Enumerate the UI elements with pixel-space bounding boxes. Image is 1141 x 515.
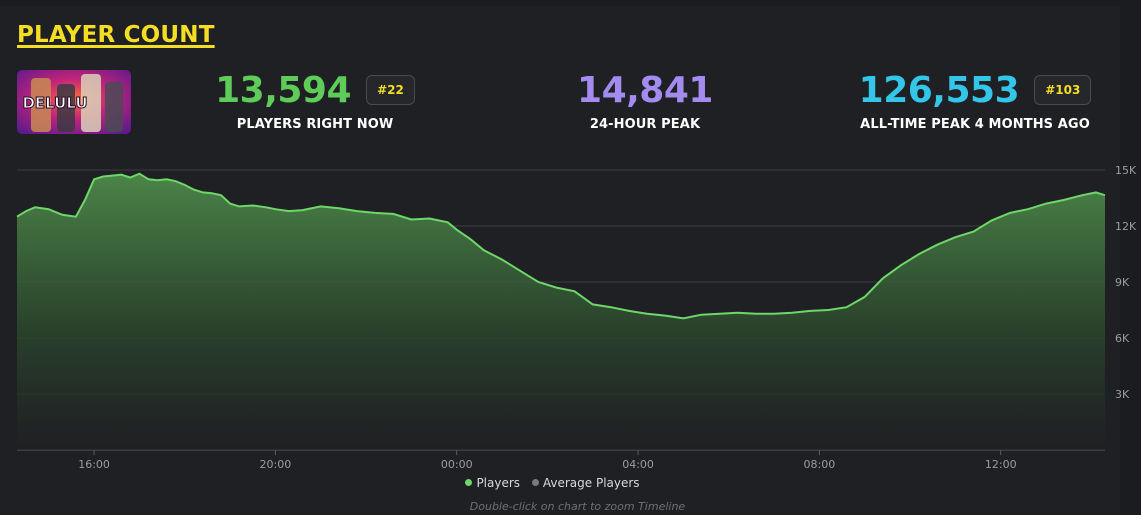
legend-item-average[interactable]: Average Players [531,476,640,490]
page-title: PLAYER COUNT [17,22,215,48]
x-tick-label: 04:00 [622,458,654,471]
y-tick-label: 3K [1115,388,1130,401]
current-rank-badge[interactable]: #22 [366,75,415,105]
legend-dot-average [531,479,539,486]
stat-alltime-peak: 126,553 #103 ALL-TIME PEAK 4 MONTHS AGO [845,72,1105,132]
current-players-label: PLAYERS RIGHT NOW [236,117,394,132]
legend-label-average: Average Players [542,476,640,490]
player-count-chart[interactable]: 3K 6K 9K 12K 15K 16:00 20:00 00:00 04:00 08:00 12… [0,160,1141,490]
players-area [17,173,1105,450]
game-thumbnail[interactable]: DELULU [17,70,131,134]
stat-24h-peak: 14,841 24-HOUR PEAK [520,70,770,133]
thumbnail-logo-text: DELULU [22,94,87,112]
alltime-label: ALL-TIME PEAK 4 MONTHS AGO [860,117,1090,132]
y-tick-label: 15K [1115,164,1137,177]
alltime-rank-badge[interactable]: #103 [1034,75,1092,105]
x-tick-label: 20:00 [260,458,292,471]
y-tick-label: 12K [1115,220,1137,233]
x-tick-label: 08:00 [804,458,836,471]
x-tick-label: 12:00 [985,458,1017,471]
alltime-value: 126,553 [858,70,1020,111]
y-tick-label: 6K [1115,332,1130,345]
players-line [16,172,1106,320]
peak24-label: 24-HOUR PEAK [589,117,701,132]
zoom-hint: Double-click on chart to zoom Timeline [469,500,686,513]
x-tick-label: 16:00 [78,458,110,471]
current-players-value: 13,594 [215,70,352,111]
y-tick-label: 9K [1115,276,1130,289]
legend-item-players[interactable]: Players [465,476,520,490]
x-tick-label: 00:00 [441,458,473,471]
stat-current-players: 13,594 #22 PLAYERS RIGHT NOW [195,72,435,132]
chart-legend: Players Average Players [0,476,1105,490]
peak24-value: 14,841 [577,70,713,111]
game-thumbnail-art: DELULU [17,70,131,134]
legend-label-players: Players [476,476,521,490]
chart-svg[interactable]: 3K 6K 9K 12K 15K 16:00 20:00 00:00 04:00 08:00 12… [0,160,1141,490]
legend-dot-players [465,479,473,486]
